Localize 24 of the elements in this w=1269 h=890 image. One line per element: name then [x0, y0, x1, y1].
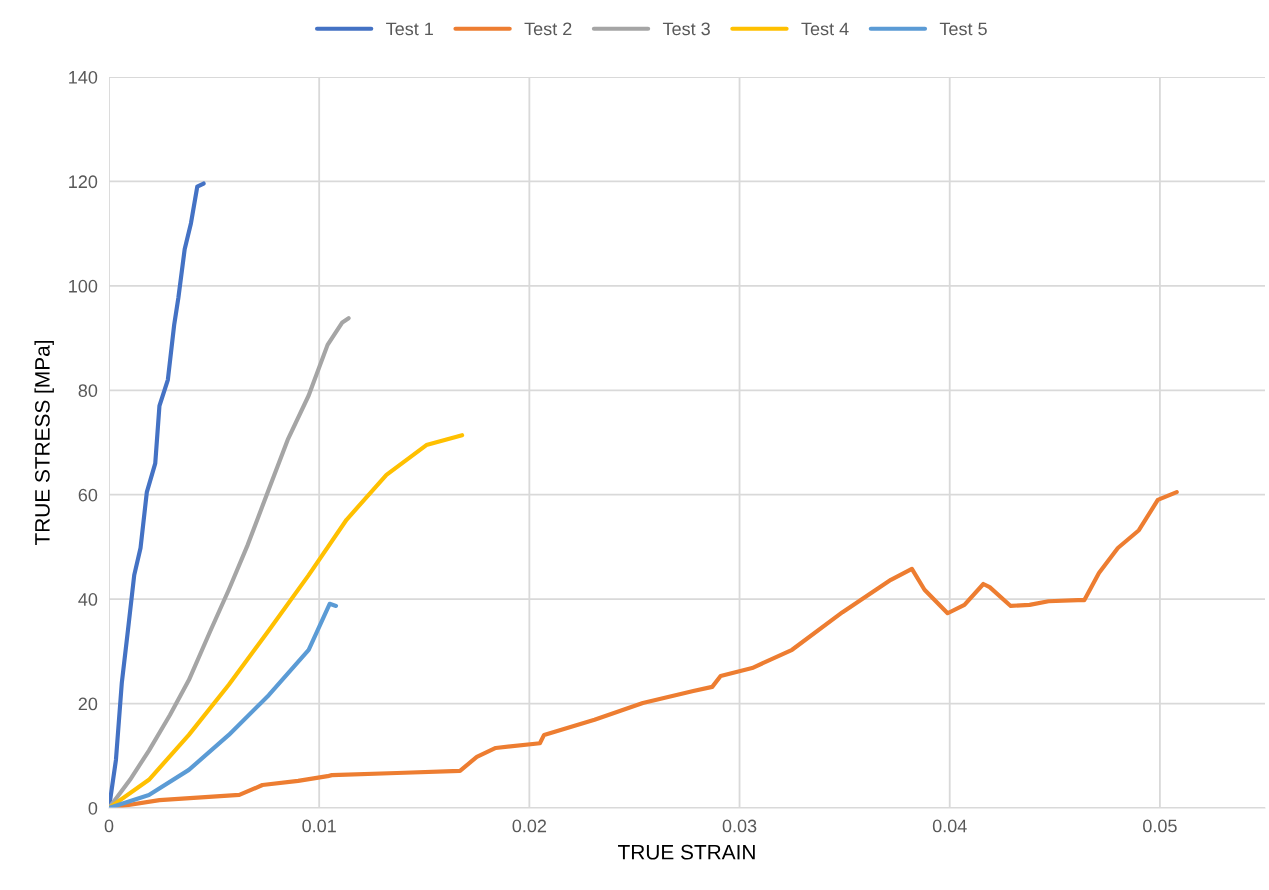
- x-tick-label: 0.03: [722, 819, 757, 833]
- y-tick-label: 100: [69, 279, 98, 293]
- y-tick-label: 120: [69, 175, 98, 189]
- y-tick-label: 140: [69, 70, 98, 84]
- y-tick-label: 0: [88, 801, 98, 815]
- y-tick-label: 80: [78, 384, 98, 398]
- line-series: [109, 316, 351, 808]
- y-tick-label: 40: [78, 593, 98, 606]
- y-axis-title: TRUE STRESS [MPa]: [34, 340, 54, 546]
- x-tick-label: 0.02: [512, 819, 547, 833]
- line-series: [109, 433, 465, 808]
- x-tick-label: 0: [104, 819, 114, 833]
- legend-label: Test 1: [386, 22, 433, 36]
- x-tick-label: 0.05: [1143, 819, 1177, 833]
- x-tick-label: 0.04: [932, 819, 967, 833]
- legend-label: Test 3: [662, 22, 710, 36]
- legend-label: Test 2: [524, 22, 572, 36]
- x-axis-title: TRUE STRAIN: [618, 844, 755, 860]
- line-series: [109, 601, 339, 808]
- x-tick-label: 0.01: [302, 819, 336, 833]
- y-tick-label: 20: [78, 697, 98, 711]
- legend-label: Test 5: [939, 22, 987, 36]
- y-tick-label: 60: [78, 488, 98, 502]
- legend-label: Test 4: [801, 22, 849, 36]
